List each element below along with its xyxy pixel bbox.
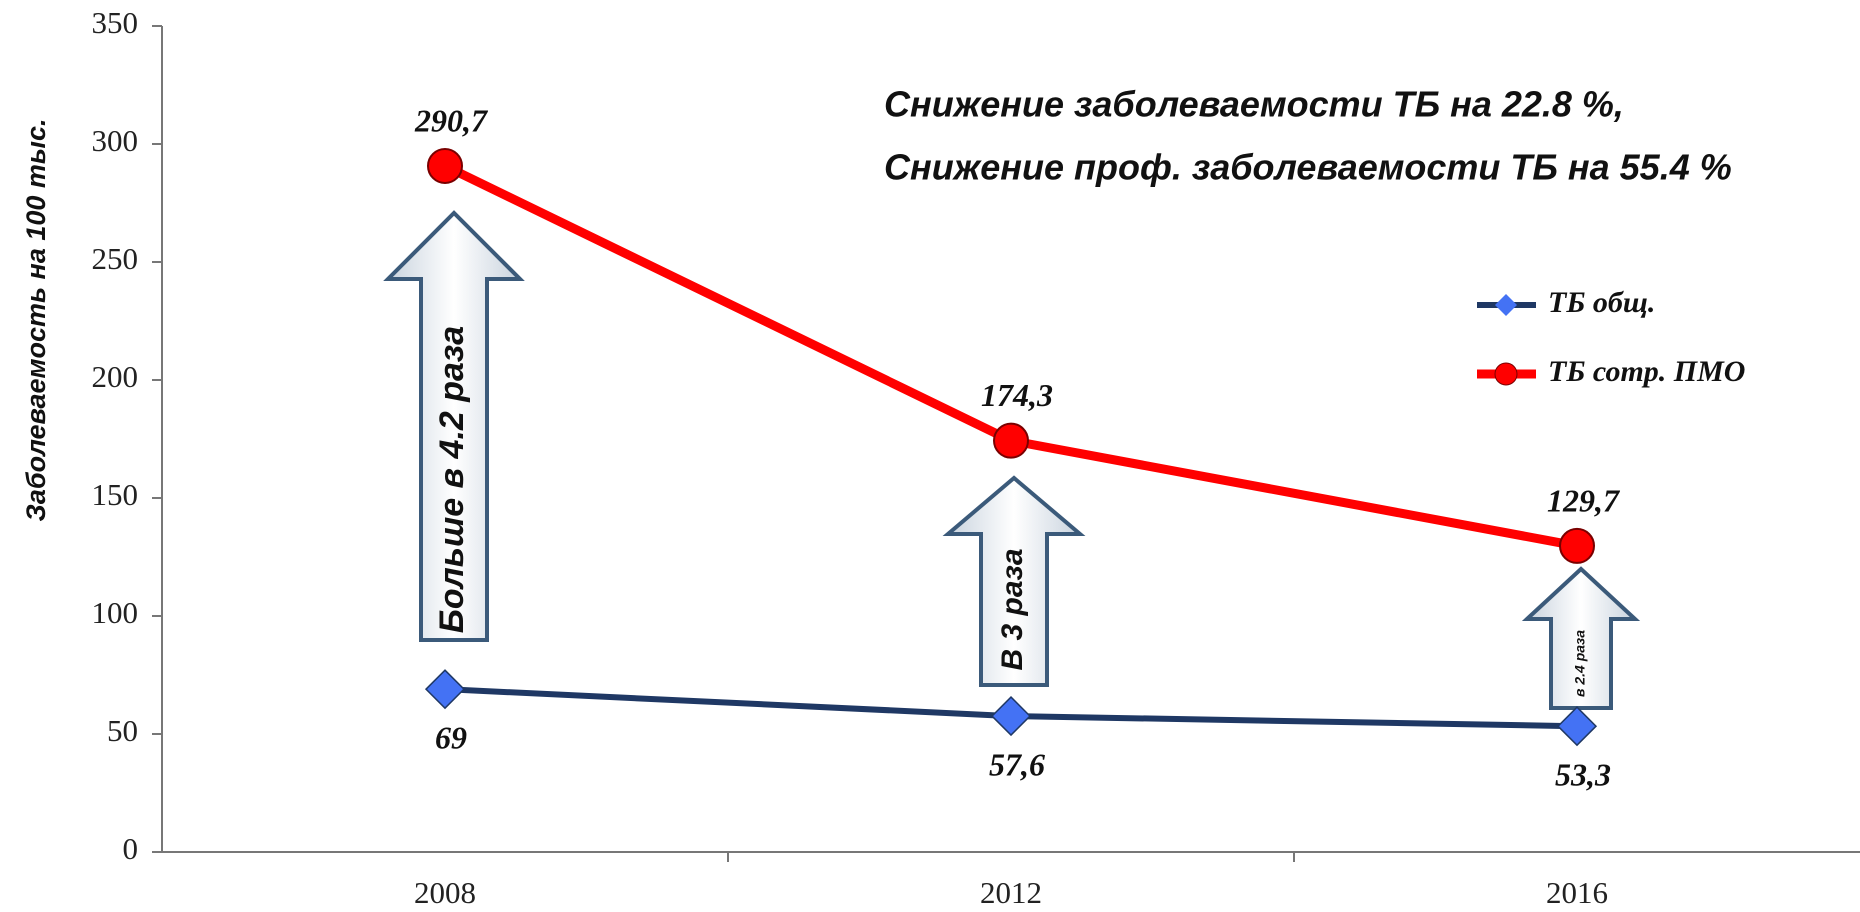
arrow-label: в 2.4 раза (1572, 630, 1588, 697)
y-tick-label: 200 (92, 359, 139, 394)
x-tick-label: 2016 (1546, 875, 1608, 910)
marker (427, 147, 463, 184)
y-tick-label: 150 (92, 477, 139, 512)
y-tick-label: 50 (107, 713, 138, 748)
marker (993, 422, 1029, 459)
marker (1559, 527, 1595, 564)
y-tick-label: 250 (92, 241, 139, 276)
marker (424, 669, 466, 710)
legend-label: ТБ сотр. ПМО (1548, 355, 1745, 388)
y-axis-label: Заболеваемость на 100 тыс. (21, 119, 51, 522)
y-tick-label: 350 (92, 5, 139, 40)
legend-label: ТБ общ. (1548, 286, 1655, 319)
marker (990, 696, 1032, 737)
arrow (942, 475, 1086, 687)
data-label: 69 (435, 720, 467, 756)
x-tick-label: 2008 (414, 875, 476, 910)
marker (1556, 706, 1598, 747)
data-label: 57,6 (989, 746, 1045, 782)
arrow (1521, 566, 1641, 710)
annotation: Снижение заболеваемости ТБ на 22.8 %, (884, 84, 1624, 125)
x-tick-label: 2012 (980, 875, 1042, 910)
y-tick-label: 100 (92, 595, 139, 630)
data-label: 174,3 (981, 377, 1053, 413)
arrow-label: Больше в 4.2 раза (433, 326, 471, 633)
arrow-label: В 3 раза (996, 548, 1029, 670)
annotation: Снижение проф. заболеваемости ТБ на 55.4… (884, 147, 1732, 188)
data-label: 129,7 (1547, 482, 1621, 518)
data-label: 290,7 (414, 102, 489, 138)
y-tick-label: 300 (92, 123, 139, 158)
arrow (383, 210, 525, 642)
legend-marker (1494, 362, 1518, 386)
data-label: 53,3 (1555, 757, 1611, 793)
legend-marker (1495, 294, 1517, 316)
y-tick-label: 0 (123, 831, 139, 866)
